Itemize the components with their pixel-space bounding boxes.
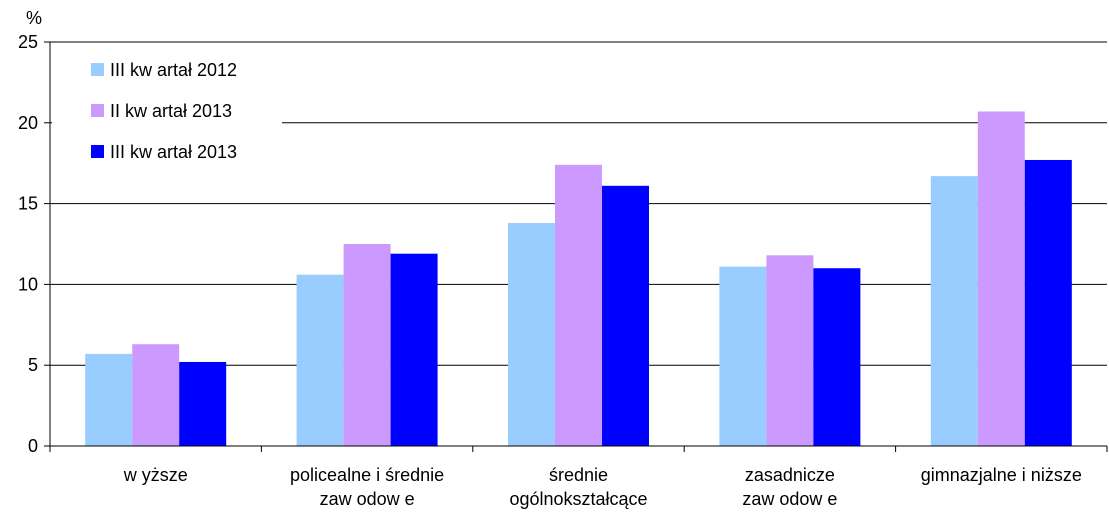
bar — [602, 185, 649, 446]
y-tick-label: 5 — [28, 355, 38, 375]
y-axis-unit-label: % — [26, 8, 42, 28]
bar — [977, 111, 1025, 446]
x-category-label: policealne i średnie — [290, 465, 444, 485]
bar — [1024, 159, 1072, 446]
bar — [179, 361, 227, 446]
legend-swatch — [91, 145, 104, 158]
legend-swatch — [91, 104, 104, 117]
y-tick-label: 20 — [18, 113, 38, 133]
bar — [296, 274, 344, 446]
x-category-label: zaw odow e — [320, 489, 415, 509]
bar — [132, 344, 180, 446]
bar — [508, 222, 555, 446]
bar — [85, 353, 133, 446]
x-category-label: średnie — [549, 465, 608, 485]
x-category-label: gimnazjalne i niższe — [921, 465, 1082, 485]
legend-swatch — [91, 63, 104, 76]
x-category-label: zasadnicze — [745, 465, 835, 485]
y-tick-labels: 0 5 10 15 20 25 — [18, 32, 38, 456]
bar — [343, 244, 391, 446]
y-tick-label: 15 — [18, 194, 38, 214]
y-tick-label: 25 — [18, 32, 38, 52]
x-category-label: zaw odow e — [742, 489, 837, 509]
bars — [85, 111, 1072, 447]
bar — [555, 164, 602, 447]
y-tick-label: 10 — [18, 274, 38, 294]
y-tick-label: 0 — [28, 436, 38, 456]
axes — [44, 41, 1108, 452]
bar — [390, 253, 438, 446]
gridlines — [50, 41, 1107, 366]
legend-label: III kw artał 2013 — [110, 142, 237, 162]
bar — [930, 176, 978, 447]
bar — [813, 268, 861, 446]
legend-label: II kw artał 2013 — [110, 101, 232, 121]
legend-label: III kw artał 2012 — [110, 60, 237, 80]
legend-background — [52, 44, 282, 179]
legend: III kw artał 2012 II kw artał 2013 III kw … — [91, 60, 237, 162]
x-category-label: ogólnokształcące — [509, 489, 647, 509]
bar — [719, 266, 767, 446]
x-category-labels: w yższe policealne i średnie zaw odow e śre… — [123, 465, 1082, 509]
x-category-label: w yższe — [123, 465, 188, 485]
bar — [766, 255, 814, 446]
